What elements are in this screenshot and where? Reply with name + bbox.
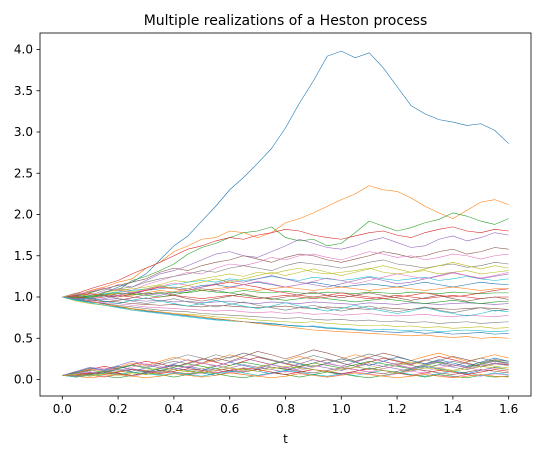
- series-line-price-21: [62, 296, 509, 339]
- y-tick-label: 4.0: [14, 43, 33, 57]
- x-axis: 0.0 0.2 0.4 0.6 0.8 1.0 1.2 1.4 1.6: [53, 396, 518, 416]
- series-line-price-17: [62, 296, 509, 324]
- y-tick-label: 2.5: [14, 166, 33, 180]
- series-line-price-5: [62, 247, 509, 298]
- series-line-price-24: [62, 271, 509, 301]
- series-line-vol-47: [62, 352, 509, 377]
- series-line-price-26: [62, 271, 509, 298]
- series-line-price-22: [62, 288, 509, 304]
- x-tick-label: 0.2: [109, 402, 128, 416]
- y-tick-label: 3.0: [14, 125, 33, 139]
- series-line-price-15: [62, 296, 509, 310]
- series-line-price-28: [62, 262, 509, 298]
- series-line-vol-37: [62, 352, 509, 376]
- y-tick-label: 1.0: [14, 290, 33, 304]
- y-tick-label: 1.5: [14, 249, 33, 263]
- x-tick-label: 1.4: [443, 402, 462, 416]
- series-line-vol-48: [62, 365, 509, 376]
- series-line-price-1: [62, 185, 509, 298]
- series-line-vol-44: [62, 357, 509, 376]
- series-line-price-8: [62, 267, 509, 298]
- x-tick-label: 1.6: [499, 402, 518, 416]
- x-tick-label: 0.8: [276, 402, 295, 416]
- series-line-price-13: [62, 295, 509, 299]
- chart-title: Multiple realizations of a Heston proces…: [144, 13, 428, 29]
- y-tick-label: 0.5: [14, 331, 33, 345]
- series-layer: [62, 50, 509, 379]
- y-tick-label: 2.0: [14, 208, 33, 222]
- x-tick-label: 0.4: [164, 402, 183, 416]
- y-tick-label: 3.5: [14, 84, 33, 98]
- x-tick-label: 0.0: [53, 402, 72, 416]
- x-tick-label: 1.2: [388, 402, 407, 416]
- series-line-vol-41: [62, 372, 509, 379]
- series-line-vol-45: [62, 366, 509, 376]
- series-line-vol-39: [62, 370, 509, 378]
- x-axis-label: t: [283, 432, 288, 446]
- series-line-price-2: [62, 212, 509, 299]
- series-line-price-4: [62, 232, 509, 298]
- y-axis: 0.0 0.5 1.0 1.5 2.0 2.5 3.0 3.5 4.0: [14, 43, 40, 387]
- series-line-price-25: [62, 291, 509, 303]
- series-line-price-16: [62, 296, 509, 318]
- series-line-price-18: [62, 296, 509, 329]
- x-tick-label: 0.6: [220, 402, 239, 416]
- series-line-price-29: [62, 296, 509, 317]
- series-line-price-27: [62, 295, 509, 313]
- series-line-price-3: [62, 226, 509, 298]
- x-tick-label: 1.0: [332, 402, 351, 416]
- y-tick-label: 0.0: [14, 373, 33, 387]
